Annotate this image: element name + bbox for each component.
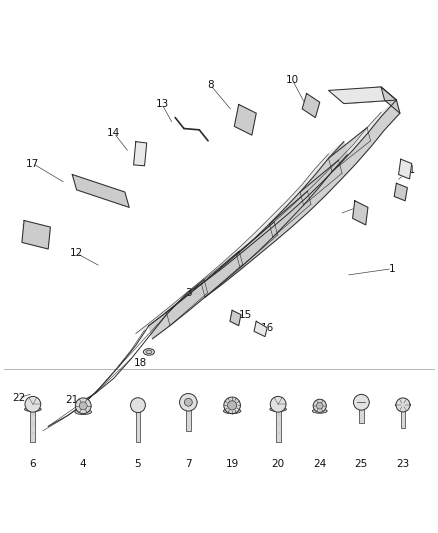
Ellipse shape (144, 349, 154, 355)
Polygon shape (234, 104, 256, 135)
Polygon shape (72, 174, 129, 207)
Polygon shape (134, 142, 147, 166)
Bar (359, 407, 364, 423)
Polygon shape (381, 87, 400, 113)
Text: 9: 9 (353, 203, 360, 212)
Circle shape (224, 397, 240, 414)
Polygon shape (302, 93, 320, 118)
Polygon shape (328, 87, 396, 103)
Text: 22: 22 (12, 393, 25, 403)
Text: 23: 23 (396, 459, 410, 469)
Bar (30, 407, 35, 442)
Text: 15: 15 (239, 310, 252, 320)
Polygon shape (201, 100, 400, 297)
Polygon shape (136, 142, 344, 334)
Text: 4: 4 (80, 459, 87, 469)
Polygon shape (300, 160, 342, 205)
Polygon shape (188, 100, 396, 292)
Circle shape (131, 398, 145, 413)
Text: 5: 5 (134, 459, 141, 469)
Text: 17: 17 (26, 159, 39, 168)
Polygon shape (22, 221, 50, 249)
Polygon shape (201, 251, 243, 297)
Polygon shape (353, 201, 368, 225)
Ellipse shape (312, 409, 327, 413)
Ellipse shape (75, 409, 92, 415)
Ellipse shape (146, 350, 152, 354)
Text: 18: 18 (134, 358, 147, 368)
Ellipse shape (223, 408, 241, 414)
Circle shape (396, 398, 410, 412)
Text: 13: 13 (155, 100, 169, 109)
Ellipse shape (25, 407, 41, 411)
Circle shape (313, 399, 326, 413)
Polygon shape (399, 159, 412, 179)
Ellipse shape (395, 403, 411, 407)
Circle shape (75, 398, 91, 414)
Polygon shape (394, 183, 407, 201)
Text: 25: 25 (355, 459, 368, 469)
Circle shape (79, 402, 87, 410)
Text: 7: 7 (185, 459, 192, 469)
Circle shape (184, 398, 192, 406)
Text: 19: 19 (226, 459, 239, 469)
Polygon shape (166, 280, 208, 326)
Text: 24: 24 (313, 459, 326, 469)
Circle shape (270, 397, 286, 412)
Polygon shape (328, 128, 371, 172)
Text: 14: 14 (107, 128, 120, 138)
Polygon shape (237, 222, 278, 268)
Text: 21: 21 (66, 395, 79, 405)
Polygon shape (269, 191, 311, 237)
Text: 6: 6 (29, 459, 36, 469)
Circle shape (228, 401, 237, 410)
Bar (136, 407, 140, 442)
Text: 8: 8 (207, 80, 214, 90)
Ellipse shape (353, 400, 369, 405)
Text: 11: 11 (403, 165, 416, 175)
Bar (401, 407, 405, 427)
Text: 3: 3 (185, 288, 192, 298)
Text: 2: 2 (21, 224, 28, 235)
Text: 1: 1 (389, 264, 396, 273)
Bar (276, 407, 281, 442)
Bar (186, 407, 191, 431)
Polygon shape (149, 142, 347, 339)
Ellipse shape (270, 407, 286, 411)
Circle shape (25, 397, 41, 412)
Polygon shape (254, 321, 267, 336)
Polygon shape (331, 87, 396, 103)
Text: 10: 10 (286, 75, 299, 85)
Circle shape (353, 394, 369, 410)
Text: 12: 12 (70, 248, 83, 259)
Circle shape (180, 393, 197, 411)
Text: 16: 16 (261, 323, 274, 333)
Text: 20: 20 (272, 459, 285, 469)
Circle shape (316, 402, 323, 409)
Ellipse shape (180, 400, 197, 405)
Polygon shape (230, 310, 241, 326)
